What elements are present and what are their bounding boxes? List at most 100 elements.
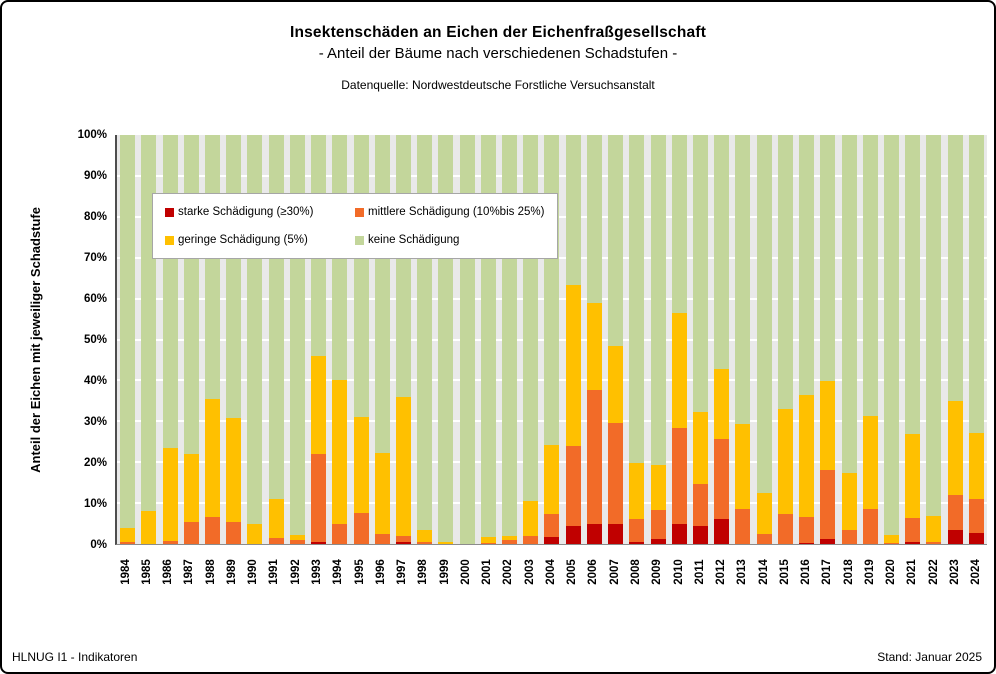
x-tick-slot: 2018 xyxy=(838,548,859,596)
bar-segment xyxy=(226,418,242,523)
bar-segment xyxy=(480,542,496,544)
x-tick-label: 2022 xyxy=(927,559,940,585)
bar-slot xyxy=(711,135,732,544)
y-tick-label: 70% xyxy=(83,252,107,264)
bar-segment xyxy=(693,525,709,544)
bar-segment xyxy=(968,499,984,533)
bar-segment xyxy=(629,541,645,544)
bar-slot xyxy=(860,135,881,544)
bar-segment xyxy=(650,135,666,465)
x-tick-label: 2004 xyxy=(544,559,557,585)
x-tick-label: 2023 xyxy=(948,559,961,585)
bar-segment xyxy=(841,135,857,473)
bar-segment xyxy=(395,135,411,397)
legend-item: geringe Schädigung (5%) xyxy=(165,226,355,254)
x-tick-label: 2001 xyxy=(481,559,494,585)
x-tick-slot: 1997 xyxy=(391,548,412,596)
x-tick-label: 2008 xyxy=(630,559,642,585)
bar-segment xyxy=(353,513,369,544)
x-tick-slot: 2011 xyxy=(689,548,710,596)
x-tick-slot: 2015 xyxy=(774,548,795,596)
bar-segment xyxy=(841,529,857,544)
y-tick-label: 40% xyxy=(83,375,107,387)
x-tick-slot: 1992 xyxy=(285,548,306,596)
x-tick-label: 1994 xyxy=(332,559,345,585)
x-tick-slot: 2002 xyxy=(498,548,519,596)
bar-segment xyxy=(905,135,921,434)
bar-slot xyxy=(563,135,584,544)
bar-segment xyxy=(226,135,242,419)
bar-segment xyxy=(162,541,178,544)
bar-segment xyxy=(820,470,836,540)
bar-segment xyxy=(947,529,963,544)
x-tick-slot: 2010 xyxy=(668,548,689,596)
bar-segment xyxy=(565,135,581,286)
bar-slot xyxy=(923,135,944,544)
stacked-bar-2015 xyxy=(777,135,793,544)
bar-slot xyxy=(966,135,987,544)
x-tick-slot: 2020 xyxy=(881,548,902,596)
stacked-bar-2016 xyxy=(799,135,815,544)
bar-segment xyxy=(841,472,857,530)
x-tick-slot: 2001 xyxy=(477,548,498,596)
bar-segment xyxy=(735,424,751,510)
x-tick-label: 2020 xyxy=(885,559,898,585)
x-tick-slot: 2003 xyxy=(519,548,540,596)
plot-area: starke Schädigung (≥30%) mittlere Schädig… xyxy=(115,135,987,545)
x-tick-label: 1996 xyxy=(374,559,387,585)
bar-segment xyxy=(671,427,687,525)
x-tick-slot: 2008 xyxy=(625,548,646,596)
x-tick-slot: 1991 xyxy=(264,548,285,596)
bar-segment xyxy=(650,510,666,540)
stacked-bar-2017 xyxy=(820,135,836,544)
bar-segment xyxy=(926,541,942,544)
legend-swatch xyxy=(165,207,174,217)
x-tick-slot: 2000 xyxy=(455,548,476,596)
bar-segment xyxy=(756,533,772,544)
x-tick-slot: 2012 xyxy=(710,548,731,596)
page-title: Insektenschäden an Eichen der Eichenfraß… xyxy=(289,24,707,41)
bar-segment xyxy=(544,537,560,544)
bar-segment xyxy=(883,535,899,543)
x-tick-label: 1997 xyxy=(396,559,409,585)
chart-header: Insektenschäden an Eichen der Eichenfraß… xyxy=(22,24,974,92)
legend-swatch xyxy=(355,235,364,245)
stacked-bar-2019 xyxy=(862,135,878,544)
bar-slot xyxy=(584,135,605,544)
x-tick-slot: 1999 xyxy=(434,548,455,596)
bar-slot xyxy=(690,135,711,544)
bar-segment xyxy=(162,447,178,542)
bar-segment xyxy=(883,542,899,544)
bar-segment xyxy=(777,135,793,410)
bar-segment xyxy=(268,537,284,544)
x-tick-label: 2012 xyxy=(715,559,728,585)
x-tick-slot: 2013 xyxy=(732,548,753,596)
x-tick-label: 2018 xyxy=(842,559,855,585)
bar-segment xyxy=(374,533,390,544)
stacked-bar-2006 xyxy=(586,135,602,544)
bar-slot xyxy=(117,135,138,544)
bar-segment xyxy=(204,517,220,544)
bar-slot xyxy=(945,135,966,544)
bar-segment xyxy=(735,135,751,425)
footer-org-label: HLNUG I1 - Indikatoren xyxy=(12,650,138,664)
x-tick-slot: 2007 xyxy=(604,548,625,596)
bar-slot xyxy=(754,135,775,544)
x-tick-slot: 1985 xyxy=(136,548,157,596)
bar-slot xyxy=(838,135,859,544)
x-tick-label: 2024 xyxy=(970,559,983,585)
stacked-bar-2022 xyxy=(926,135,942,544)
x-tick-label: 2021 xyxy=(906,559,919,585)
bar-segment xyxy=(947,135,963,401)
x-tick-slot: 1988 xyxy=(200,548,221,596)
x-tick-label: 2006 xyxy=(587,559,600,585)
bar-segment xyxy=(417,541,433,544)
chart-legend: starke Schädigung (≥30%) mittlere Schädig… xyxy=(152,193,558,259)
bar-segment xyxy=(586,135,602,303)
x-tick-slot: 2014 xyxy=(753,548,774,596)
bar-segment xyxy=(544,513,560,538)
stacked-bar-1993 xyxy=(311,135,327,544)
legend-item: keine Schädigung xyxy=(355,226,553,254)
y-axis-tick-labels: 0% 10% 20% 30% 40% 50% 60% 70% 80% 90% 100% xyxy=(2,129,107,551)
bar-segment xyxy=(374,135,390,453)
